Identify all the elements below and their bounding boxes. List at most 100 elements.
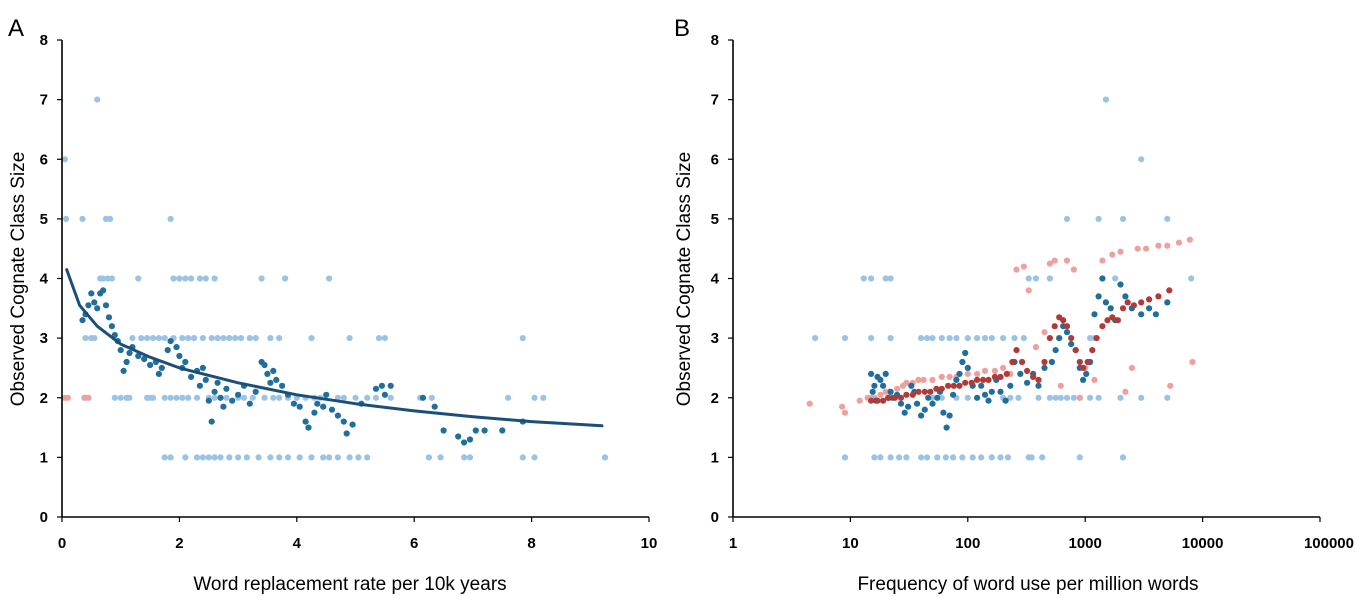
panel-a-point-dark-blue: [167, 338, 174, 345]
panel-b-point-dark-red: [991, 373, 999, 380]
panel-a-y-tick-label: 2: [40, 390, 48, 407]
panel-a-point-dark-blue: [472, 427, 479, 434]
panel-b-point-dark-blue: [940, 409, 947, 416]
panel-a-point-light-blue: [94, 96, 101, 103]
panel-b-y-tick-label: 5: [711, 211, 719, 228]
panel-a-point-light-blue: [505, 394, 512, 401]
panel-a-point-dark-blue: [123, 358, 130, 366]
panel-b-point-light-red: [1070, 266, 1077, 273]
panel-b-point-dark-blue: [887, 388, 894, 395]
panel-b-point-dark-blue: [985, 397, 992, 404]
panel-a-point-light-blue: [179, 335, 186, 342]
panel-b-point-light-blue: [929, 394, 936, 401]
panel-b-point-dark-blue: [914, 400, 921, 407]
panel-b-point-light-red: [1099, 257, 1106, 264]
panel-a-point-light-blue: [167, 394, 174, 401]
panel-a-point-dark-blue: [235, 391, 242, 398]
panel-b: B Observed Cognate Class Size Frequency …: [674, 15, 1354, 595]
panel-b-point-dark-blue: [978, 382, 985, 389]
panel-a-point-light-blue: [240, 394, 248, 401]
panel-b-point-dark-blue: [1083, 370, 1090, 377]
panel-b-point-light-blue: [860, 275, 867, 282]
panel-b-point-dark-red: [909, 391, 916, 398]
panel-b-point-light-blue: [1119, 454, 1127, 461]
panel-a-y-tick-label: 3: [40, 330, 48, 347]
panel-a-point-light-blue: [193, 394, 201, 401]
panel-b-point-light-red: [894, 385, 901, 392]
panel-b-y-tick-label: 2: [711, 390, 719, 407]
panel-b-point-dark-blue: [988, 388, 995, 395]
panel-a-point-dark-blue: [217, 394, 224, 401]
panel-a-point-dark-blue: [334, 412, 341, 419]
panel-a-point-dark-blue: [102, 302, 110, 309]
panel-b-point-light-blue: [988, 454, 995, 461]
panel-b-point-light-blue: [938, 335, 945, 342]
panel-b-point-dark-blue: [956, 370, 963, 377]
panel-a-point-dark-blue: [220, 403, 227, 410]
panel-b-point-dark-red: [874, 397, 881, 404]
panel-b-point-light-red: [938, 373, 945, 380]
panel-a-point-dark-blue: [261, 361, 268, 369]
panel-a-point-dark-blue: [431, 403, 438, 410]
panel-a-point-light-blue: [208, 335, 215, 342]
panel-b-point-light-red: [981, 367, 989, 374]
panel-b-point-light-blue: [887, 275, 894, 282]
panel-a-point-light-blue: [211, 454, 218, 461]
panel-b-point-light-blue: [929, 335, 936, 342]
panel-b-point-dark-blue: [877, 376, 884, 383]
panel-a-point-dark-blue: [381, 391, 388, 398]
panel-b-y-tick-label: 6: [711, 151, 719, 168]
panel-b-x-tick-label: 100: [955, 535, 980, 552]
panel-a-point-dark-blue: [173, 344, 180, 351]
panel-a-point-light-blue: [270, 394, 277, 401]
panel-b-point-light-blue: [1076, 454, 1083, 461]
panel-a-point-light-blue: [284, 454, 292, 461]
panel-b-point-dark-blue: [981, 391, 989, 398]
panel-a-point-light-blue: [352, 394, 359, 401]
panel-b-point-dark-red: [956, 382, 963, 389]
panel-a-point-dark-blue: [105, 314, 113, 321]
panel-a-point-light-blue: [372, 394, 380, 401]
panel-b-point-light-red: [806, 400, 813, 407]
panel-b-point-light-red: [877, 391, 884, 398]
panel-a-point-dark-blue: [419, 394, 427, 401]
panel-b-point-dark-blue: [1138, 311, 1145, 318]
panel-a-point-dark-blue: [199, 364, 206, 371]
panel-a-point-dark-blue: [311, 409, 318, 416]
panel-b-y-tick-label: 1: [711, 449, 719, 466]
panel-a-point-dark-blue: [290, 400, 297, 407]
panel-a-point-light-blue: [149, 335, 157, 342]
panel-a-point-light-blue: [282, 275, 289, 282]
panel-a-point-light-blue: [220, 335, 227, 342]
panel-b-point-dark-red: [1109, 314, 1116, 321]
panel-b-point-light-red: [1025, 287, 1032, 294]
panel-b-point-dark-blue: [869, 388, 876, 395]
panel-b-point-light-blue: [1164, 215, 1171, 222]
panel-b-point-dark-blue: [997, 388, 1004, 395]
panel-b-point-light-blue: [1063, 215, 1071, 222]
panel-a-x-tick-label: 8: [527, 535, 535, 552]
panel-b-point-light-red: [1122, 388, 1129, 395]
panel-b-point-dark-blue: [868, 370, 875, 377]
panel-a-point-light-blue: [170, 275, 177, 282]
panel-b-point-light-blue: [1007, 394, 1014, 401]
panel-a-fit-curve: [65, 268, 604, 428]
panel-b-point-dark-red: [1076, 358, 1083, 366]
panel-b-point-light-red: [1091, 376, 1098, 383]
panel-b-point-dark-red: [938, 385, 945, 392]
panel-b-point-light-blue: [1138, 156, 1145, 163]
panel-b-point-dark-blue: [959, 358, 966, 366]
panel-a-point-dark-blue: [208, 418, 215, 425]
panel-b-point-light-blue: [841, 454, 849, 461]
panel-a-ticks: 0 1 2 3 4 5 6 7 8 0 2 4 6 8 10: [40, 32, 658, 552]
panel-b-point-dark-red: [980, 376, 987, 383]
panel-a-point-dark-blue: [223, 385, 230, 392]
panel-b-point-dark-blue: [1099, 275, 1106, 282]
panel-b-point-light-blue: [903, 454, 910, 461]
panel-a-point-dark-blue: [205, 397, 212, 404]
panel-b-point-light-blue: [1070, 394, 1077, 401]
panel-a-point-dark-blue: [461, 439, 468, 446]
panel-b-point-dark-blue: [1035, 382, 1042, 389]
panel-a-point-dark-blue: [378, 382, 385, 389]
panel-a-label: A: [8, 15, 24, 42]
